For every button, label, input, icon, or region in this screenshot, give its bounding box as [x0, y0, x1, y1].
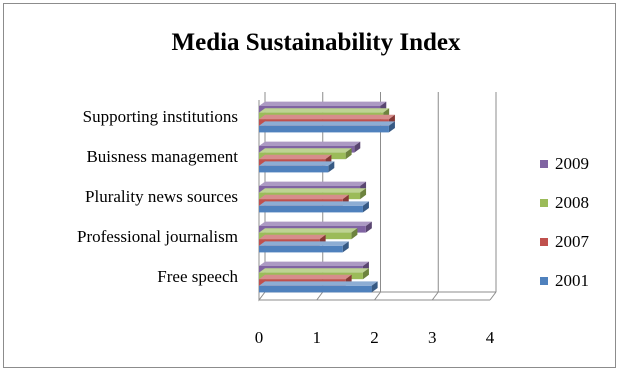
category-label: Supporting institutions — [83, 107, 238, 126]
category-label: Professional journalism — [77, 227, 238, 246]
gridline-floor — [316, 291, 324, 301]
x-tick-label: 4 — [486, 328, 495, 347]
legend: 2009 2008 2007 2001 — [540, 154, 590, 290]
legend-swatch — [540, 160, 548, 168]
legend-swatch — [540, 277, 548, 285]
legend-label: 2007 — [555, 232, 590, 251]
bar — [259, 281, 378, 293]
gridline-floor — [431, 291, 439, 301]
x-tick-label: 0 — [255, 328, 264, 347]
bar-group — [259, 261, 378, 293]
gridline-floor — [489, 291, 497, 301]
bars — [259, 101, 395, 293]
bar-group — [259, 181, 369, 213]
category-labels: Supporting institutions Buisness manageme… — [77, 107, 239, 286]
legend-swatch — [540, 238, 548, 246]
bar — [259, 121, 395, 133]
legend-swatch — [540, 199, 548, 207]
x-tick-label: 3 — [428, 328, 437, 347]
legend-label: 2008 — [555, 193, 589, 212]
legend-item: 2001 — [540, 271, 589, 290]
chart-title: Media Sustainability Index — [172, 29, 461, 56]
x-tick-label: 2 — [370, 328, 379, 347]
bar-group — [259, 101, 395, 133]
bar — [259, 241, 349, 253]
legend-label: 2001 — [555, 271, 589, 290]
bar-group — [259, 141, 361, 173]
legend-item: 2008 — [540, 193, 589, 212]
legend-item: 2007 — [540, 232, 590, 251]
legend-item: 2009 — [540, 154, 589, 173]
bar-group — [259, 221, 372, 253]
legend-label: 2009 — [555, 154, 589, 173]
gridline-floor — [374, 291, 381, 301]
category-label: Buisness management — [86, 147, 238, 166]
category-label: Free speech — [157, 267, 238, 286]
bar — [259, 201, 369, 213]
bar — [259, 161, 335, 173]
x-tick-labels: 0 1 2 3 4 — [255, 328, 495, 347]
category-label: Plurality news sources — [85, 187, 238, 206]
gridlines — [316, 92, 497, 301]
x-tick-label: 1 — [313, 328, 322, 347]
